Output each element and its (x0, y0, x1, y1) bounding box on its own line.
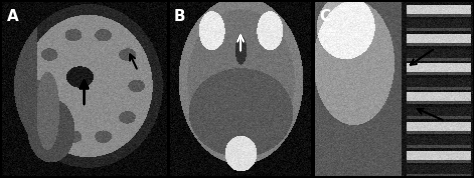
Text: C: C (319, 9, 330, 24)
Text: B: B (174, 9, 186, 24)
Text: A: A (7, 9, 18, 24)
